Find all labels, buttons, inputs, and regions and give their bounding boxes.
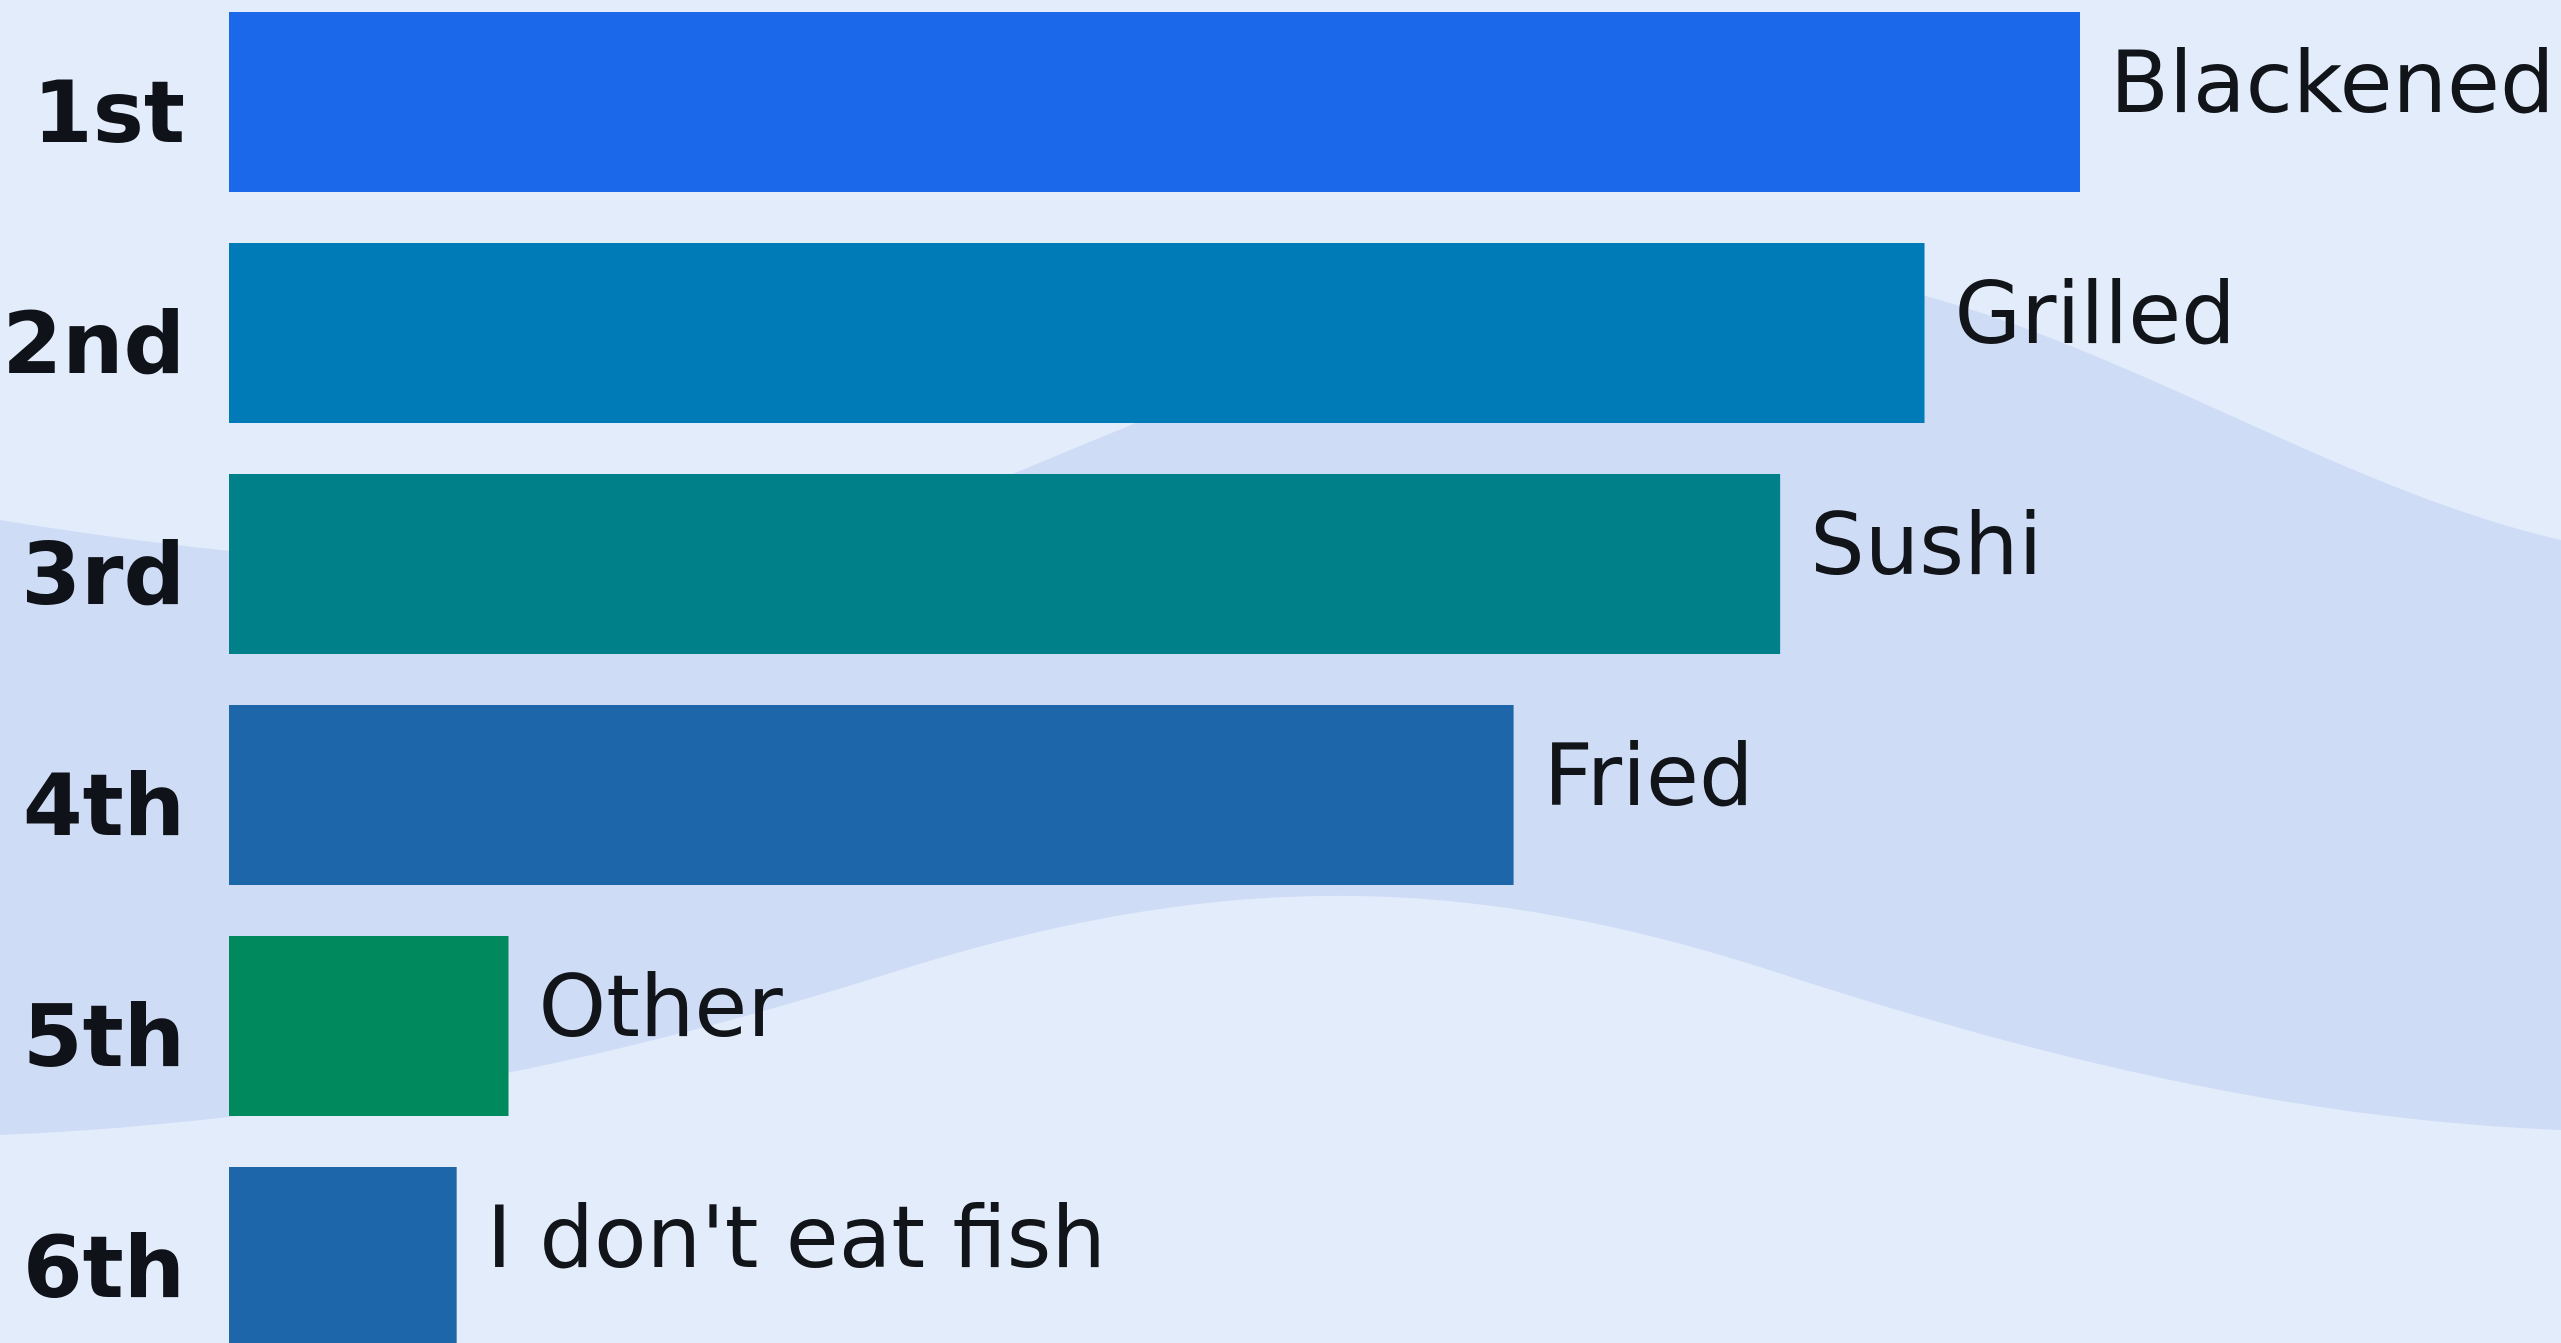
- category-label-1: Blackened: [2110, 33, 2555, 133]
- bar-5: [229, 936, 509, 1116]
- bar-3: [229, 474, 1781, 654]
- rank-label-1: 1st: [33, 63, 185, 163]
- background-wave: [0, 268, 2561, 1135]
- rank-label-5: 5th: [23, 987, 185, 1087]
- bars-layer: 1st Blackened 2nd Grilled 3rd Sushi 4th Fried 5t…: [2, 12, 2555, 1343]
- bar-4: [229, 705, 1514, 885]
- category-label-6: I don't eat fish: [487, 1188, 1106, 1288]
- bar-2: [229, 243, 1925, 423]
- category-label-4: Fried: [1544, 726, 1754, 826]
- category-label-5: Other: [539, 957, 784, 1057]
- rank-label-2: 2nd: [2, 294, 185, 394]
- bar-6: [229, 1167, 457, 1343]
- rank-label-3: 3rd: [21, 525, 185, 625]
- rank-label-4: 4th: [23, 756, 185, 856]
- category-label-3: Sushi: [1810, 495, 2042, 595]
- bar-1: [229, 12, 2080, 192]
- rank-label-6: 6th: [23, 1218, 185, 1318]
- category-label-2: Grilled: [1955, 264, 2236, 364]
